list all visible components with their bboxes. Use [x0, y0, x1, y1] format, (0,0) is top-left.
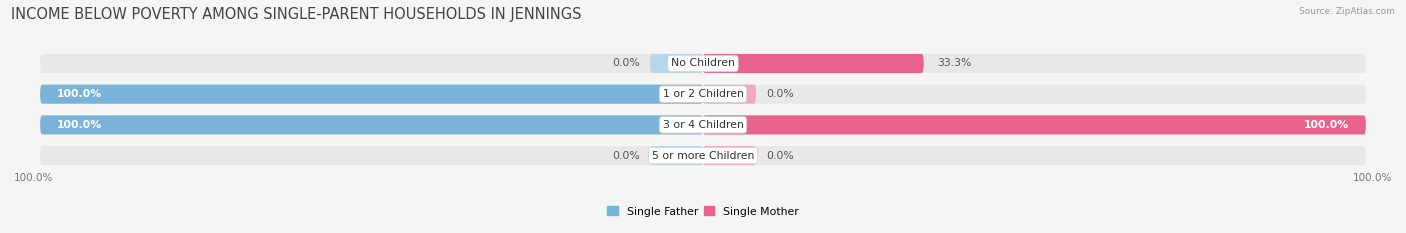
FancyBboxPatch shape [41, 146, 703, 165]
FancyBboxPatch shape [703, 146, 756, 165]
FancyBboxPatch shape [41, 115, 703, 134]
Text: 100.0%: 100.0% [1303, 120, 1350, 130]
Text: 100.0%: 100.0% [56, 89, 103, 99]
FancyBboxPatch shape [41, 115, 703, 134]
FancyBboxPatch shape [41, 54, 703, 73]
FancyBboxPatch shape [703, 54, 924, 73]
FancyBboxPatch shape [650, 146, 703, 165]
Text: 100.0%: 100.0% [1353, 173, 1392, 183]
FancyBboxPatch shape [703, 146, 1365, 165]
Text: No Children: No Children [671, 58, 735, 69]
Text: 100.0%: 100.0% [14, 173, 53, 183]
Text: 5 or more Children: 5 or more Children [652, 151, 754, 161]
Text: 1 or 2 Children: 1 or 2 Children [662, 89, 744, 99]
FancyBboxPatch shape [703, 115, 1365, 134]
Text: 0.0%: 0.0% [612, 151, 640, 161]
FancyBboxPatch shape [650, 54, 703, 73]
FancyBboxPatch shape [703, 115, 1365, 134]
Text: 100.0%: 100.0% [56, 120, 103, 130]
FancyBboxPatch shape [703, 85, 756, 104]
Text: 0.0%: 0.0% [612, 58, 640, 69]
FancyBboxPatch shape [41, 85, 703, 104]
Text: 0.0%: 0.0% [766, 89, 794, 99]
Text: 0.0%: 0.0% [766, 151, 794, 161]
Legend: Single Father, Single Mother: Single Father, Single Mother [603, 202, 803, 221]
Text: Source: ZipAtlas.com: Source: ZipAtlas.com [1299, 7, 1395, 16]
Text: 3 or 4 Children: 3 or 4 Children [662, 120, 744, 130]
FancyBboxPatch shape [703, 85, 1365, 104]
FancyBboxPatch shape [41, 85, 703, 104]
Text: 33.3%: 33.3% [936, 58, 972, 69]
FancyBboxPatch shape [703, 54, 1365, 73]
Text: INCOME BELOW POVERTY AMONG SINGLE-PARENT HOUSEHOLDS IN JENNINGS: INCOME BELOW POVERTY AMONG SINGLE-PARENT… [11, 7, 582, 22]
